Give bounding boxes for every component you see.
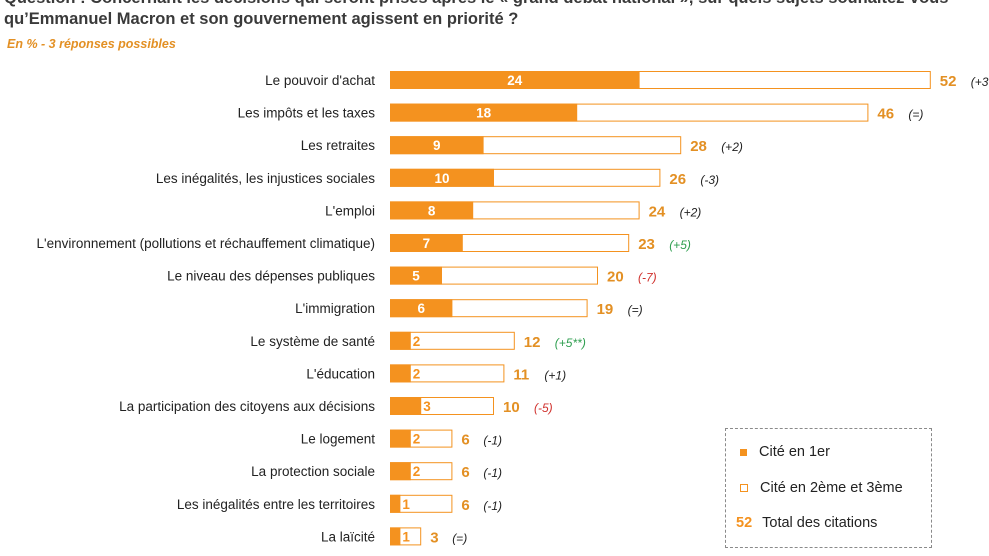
legend: Cité en 1er Cité en 2ème et 3ème 52 Total… [725, 428, 932, 548]
category-label: La participation des citoyens aux décisi… [119, 399, 375, 414]
change-label: (+5) [669, 238, 691, 252]
first-bar [390, 494, 401, 513]
category-label: L'éducation [306, 366, 375, 381]
empty-square-icon [740, 484, 748, 493]
category-label: L'immigration [295, 301, 375, 316]
change-label: (-5) [534, 401, 553, 415]
change-label: (+1) [544, 368, 566, 382]
total-value-label: 19 [597, 301, 614, 318]
total-value-label: 12 [524, 334, 541, 351]
legend-total-number: 52 [736, 515, 753, 531]
first-value-label: 1 [402, 529, 410, 544]
total-value-label: 28 [690, 138, 707, 155]
first-bar [390, 103, 578, 122]
first-value-label: 9 [433, 138, 441, 153]
filled-square-icon [740, 448, 747, 456]
category-label: L'emploi [325, 203, 375, 218]
first-bar [390, 201, 474, 220]
category-label: Le logement [301, 432, 376, 447]
total-value-label: 6 [461, 432, 469, 449]
question-line-1: Question : Concernant les décisions qui … [4, 0, 948, 8]
first-value-label: 7 [423, 236, 431, 251]
category-label: Les inégalités, les injustices sociales [156, 171, 375, 186]
first-value-label: 24 [507, 73, 523, 88]
change-label: (=) [628, 303, 643, 317]
first-bar [390, 397, 422, 415]
total-value-label: 10 [503, 399, 520, 416]
first-bar [390, 136, 484, 155]
legend-label-first: Cité en 1er [759, 444, 830, 460]
total-value-label: 20 [607, 269, 624, 286]
first-value-label: 5 [412, 269, 420, 284]
category-label: Le système de santé [250, 334, 375, 349]
legend-label-total: Total des citations [762, 515, 878, 531]
first-bar [390, 331, 411, 350]
first-bar [390, 429, 411, 448]
change-label: (+2) [721, 140, 743, 154]
change-label: (-7) [638, 271, 657, 285]
change-label: (-1) [483, 499, 502, 513]
first-bar [390, 527, 401, 546]
first-value-label: 2 [413, 366, 421, 381]
first-bar [390, 168, 494, 187]
total-value-label: 26 [669, 171, 686, 188]
legend-item-second-third: Cité en 2ème et 3ème [740, 480, 903, 496]
first-value-label: 1 [402, 497, 410, 512]
total-value-label: 23 [638, 236, 655, 253]
first-value-label: 2 [413, 432, 421, 447]
first-value-label: 8 [428, 203, 436, 218]
category-label: Les inégalités entre les territoires [177, 497, 375, 512]
change-label: (+2) [680, 205, 702, 219]
first-value-label: 6 [417, 301, 425, 316]
change-label: (=) [908, 108, 923, 122]
first-value-label: 3 [423, 399, 431, 414]
change-label: (=) [452, 531, 467, 545]
category-label: La protection sociale [251, 464, 375, 479]
change-label: (-1) [483, 466, 502, 480]
total-value-label: 6 [461, 464, 469, 481]
total-value-label: 11 [513, 366, 529, 383]
total-value-label: 24 [649, 203, 666, 220]
change-label: (-3) [700, 173, 719, 187]
first-value-label: 18 [476, 106, 492, 121]
category-label: Le niveau des dépenses publiques [167, 269, 375, 284]
legend-item-first: Cité en 1er [740, 444, 830, 460]
legend-label-second-third: Cité en 2ème et 3ème [760, 480, 903, 496]
total-value-label: 3 [430, 529, 438, 546]
first-value-label: 10 [434, 171, 449, 186]
category-label: Le pouvoir d'achat [265, 73, 375, 88]
category-label: Les impôts et les taxes [238, 106, 376, 121]
category-label: Les retraites [301, 138, 376, 153]
first-value-label: 2 [413, 464, 421, 479]
first-bar [390, 462, 411, 481]
first-bar [390, 364, 411, 383]
total-value-label: 46 [877, 106, 894, 123]
category-label: L'environnement (pollutions et réchauffe… [36, 236, 375, 251]
change-label: (+5**) [555, 336, 586, 350]
total-value-label: 52 [940, 73, 957, 90]
first-bar [390, 71, 640, 89]
first-bar [390, 299, 453, 318]
change-label: (-1) [483, 434, 502, 448]
question-line-2: qu’Emmanuel Macron et son gouvernement a… [4, 10, 519, 28]
change-label: (+3*) [971, 75, 989, 89]
category-label: La laïcité [321, 529, 375, 544]
legend-item-total: 52 Total des citations [736, 515, 877, 531]
total-value-label: 6 [461, 497, 469, 514]
first-bar [390, 266, 442, 285]
subtitle: En % - 3 réponses possibles [7, 37, 176, 51]
first-bar [390, 234, 463, 252]
first-value-label: 2 [413, 334, 421, 349]
